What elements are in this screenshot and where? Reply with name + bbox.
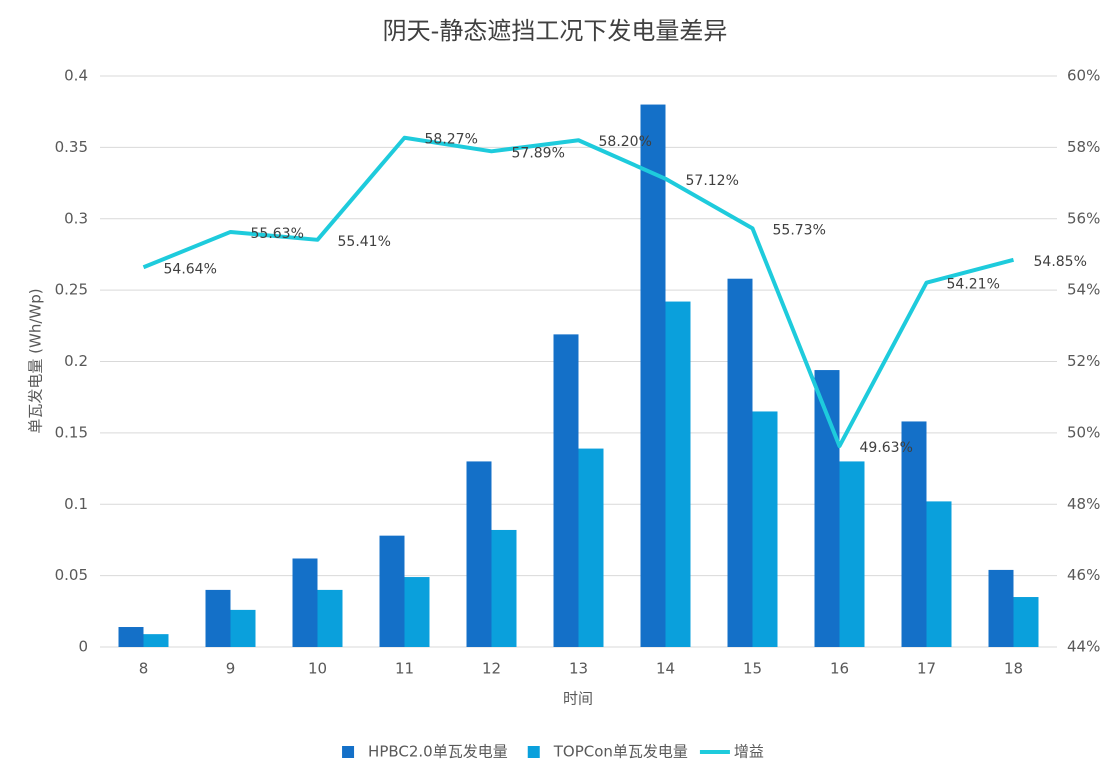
y2-tick-label: 44% <box>1067 638 1100 656</box>
bar <box>466 461 492 647</box>
x-tick-label: 12 <box>482 660 501 678</box>
y-tick-label: 0.4 <box>64 67 88 85</box>
bar <box>118 627 144 647</box>
bar <box>752 411 778 647</box>
bar <box>665 301 691 647</box>
x-tick-label: 13 <box>569 660 588 678</box>
y-tick-label: 0 <box>78 638 88 656</box>
y-tick-label: 0.35 <box>55 138 88 156</box>
x-tick-label: 9 <box>226 660 236 678</box>
x-tick-label: 14 <box>656 660 675 678</box>
bar <box>727 278 753 647</box>
x-tick-label: 15 <box>743 660 762 678</box>
data-label: 58.20% <box>599 134 652 150</box>
data-label: 55.73% <box>773 222 826 238</box>
bar <box>839 461 865 647</box>
data-label: 58.27% <box>425 132 478 148</box>
data-label: 55.41% <box>338 234 391 250</box>
y2-tick-label: 56% <box>1067 209 1100 227</box>
bar <box>317 589 343 647</box>
bar <box>143 634 169 647</box>
x-axis-label: 时间 <box>563 690 593 708</box>
bar <box>926 501 952 647</box>
y-tick-label: 0.3 <box>64 209 88 227</box>
y2-tick-label: 58% <box>1067 138 1100 156</box>
chart-title: 阴天-静态遮挡工况下发电量差异 <box>383 17 728 45</box>
legend-swatch <box>527 746 540 758</box>
legend-label: TOPCon单瓦发电量 <box>553 743 688 761</box>
data-label: 55.63% <box>251 226 304 242</box>
y-tick-label: 0.1 <box>64 495 88 513</box>
y2-tick-label: 54% <box>1067 281 1100 299</box>
x-tick-label: 16 <box>830 660 849 678</box>
y2-tick-label: 52% <box>1067 352 1100 370</box>
bar <box>578 448 604 647</box>
bar <box>292 558 318 647</box>
x-tick-label: 11 <box>395 660 414 678</box>
bar <box>230 609 256 647</box>
data-label: 54.85% <box>1034 254 1087 270</box>
y2-tick-label: 60% <box>1067 67 1100 85</box>
bar <box>379 535 405 647</box>
y-tick-label: 0.2 <box>64 352 88 370</box>
y-axis-label: 单瓦发电量 (Wh/Wp) <box>27 288 45 433</box>
data-label: 49.63% <box>860 440 913 456</box>
bar <box>205 589 231 647</box>
data-label: 54.21% <box>947 277 1000 293</box>
y2-tick-label: 48% <box>1067 495 1100 513</box>
y-tick-label: 0.05 <box>55 566 88 584</box>
bar <box>988 569 1014 647</box>
legend-label: 增益 <box>734 743 764 761</box>
bar <box>553 334 579 647</box>
bar <box>901 421 927 647</box>
y2-tick-label: 46% <box>1067 566 1100 584</box>
legend-label: HPBC2.0单瓦发电量 <box>368 743 508 761</box>
x-tick-label: 17 <box>917 660 936 678</box>
bar <box>640 104 666 648</box>
x-tick-label: 10 <box>308 660 327 678</box>
data-label: 57.12% <box>686 173 739 189</box>
bar <box>404 577 430 647</box>
data-label: 54.64% <box>164 261 217 277</box>
x-tick-label: 18 <box>1004 660 1023 678</box>
data-label: 57.89% <box>512 145 565 161</box>
bar <box>491 529 517 647</box>
y-tick-label: 0.15 <box>55 423 88 441</box>
y-tick-label: 0.25 <box>55 281 88 299</box>
bar <box>1013 597 1039 647</box>
legend-swatch <box>342 746 355 758</box>
y2-tick-label: 50% <box>1067 423 1100 441</box>
x-tick-label: 8 <box>139 660 149 678</box>
line-series <box>142 135 1015 449</box>
